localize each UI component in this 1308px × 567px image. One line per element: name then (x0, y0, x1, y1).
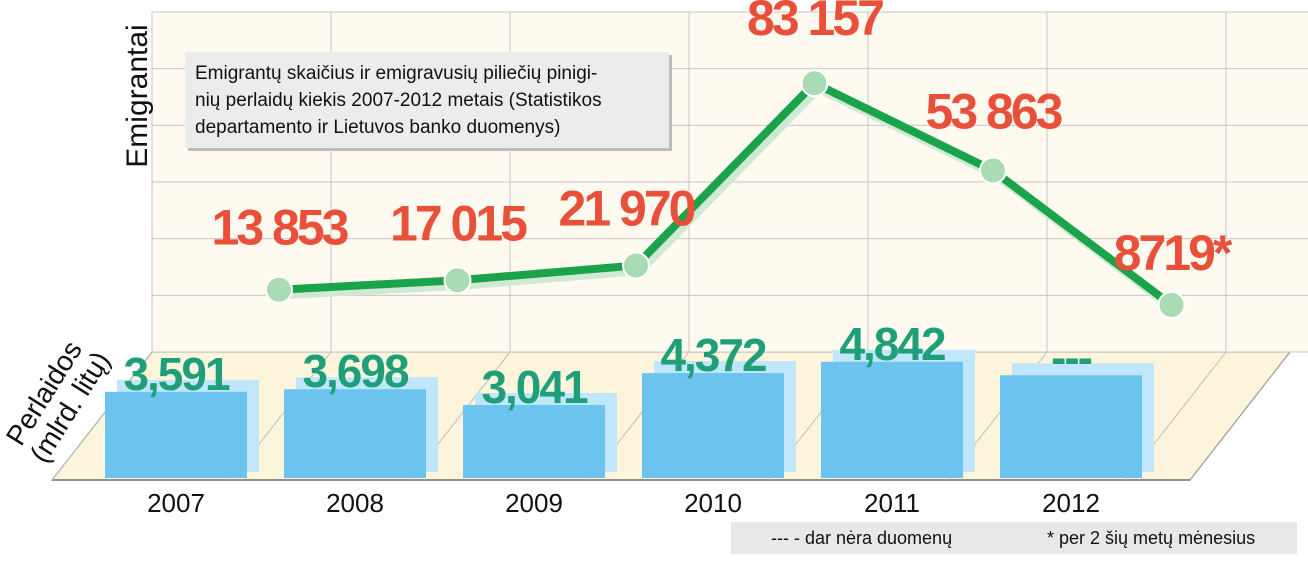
x-tick-label: 2007 (147, 488, 205, 518)
bar-series (105, 349, 1154, 478)
bar-value-label: 4,372 (660, 329, 766, 381)
line-value-label: 8719* (1114, 225, 1233, 281)
line-value-label: 17 015 (390, 195, 527, 251)
x-tick-label: 2008 (326, 488, 384, 518)
bar-value-label: 3,698 (302, 345, 409, 397)
bar (463, 405, 605, 478)
bar (1000, 375, 1142, 478)
bar-value-label: --- (1051, 331, 1092, 383)
title-line: Emigrantų skaičius ir emigravusių pilieč… (195, 63, 598, 84)
bar-value-label: 4,842 (839, 318, 945, 370)
footnote-no-data: --- - dar nėra duomenų (731, 522, 1021, 554)
line-series (265, 69, 1186, 320)
x-tick-label: 2010 (684, 488, 742, 518)
x-axis: 2007 2008 2009 2010 2011 2012 (147, 488, 1100, 518)
x-tick-label: 2011 (864, 488, 920, 518)
line-point (800, 69, 829, 98)
line-point (979, 156, 1007, 185)
bar (105, 391, 247, 478)
bar (821, 361, 963, 478)
line-point (265, 275, 293, 304)
bar-value-label: 3,591 (123, 348, 230, 400)
chart-title: Emigrantų skaičius ir emigravusių pilieč… (185, 52, 669, 148)
line-point (1157, 291, 1186, 320)
line-value-label: 21 970 (559, 181, 695, 237)
line-value-label: 83 157 (747, 0, 883, 46)
bar (284, 389, 426, 478)
bar-value-label: 3,041 (481, 361, 588, 413)
line-point (443, 266, 472, 295)
line-path (278, 79, 1174, 309)
title-line: departamento ir Lietuvos banko duomenys) (195, 117, 561, 138)
x-tick-label: 2009 (505, 488, 563, 518)
title-line: nių perlaidų kiekis 2007-2012 metais (St… (195, 90, 602, 111)
x-tick-label: 2012 (1042, 488, 1100, 518)
line-value-label: 53 863 (926, 83, 1062, 139)
line-value-label: 13 853 (212, 200, 348, 256)
bar (642, 373, 784, 478)
line-point (622, 251, 650, 280)
data-labels: 3,591 3,698 3,041 4,372 4,842 --- 13 853 17 015… (123, 0, 1235, 413)
footnote-asterisk: * per 2 šių metų mėnesius (1021, 522, 1297, 554)
y-axis-label-emigrantai: Emigrantai (121, 24, 154, 167)
floor-divider (51, 351, 153, 481)
